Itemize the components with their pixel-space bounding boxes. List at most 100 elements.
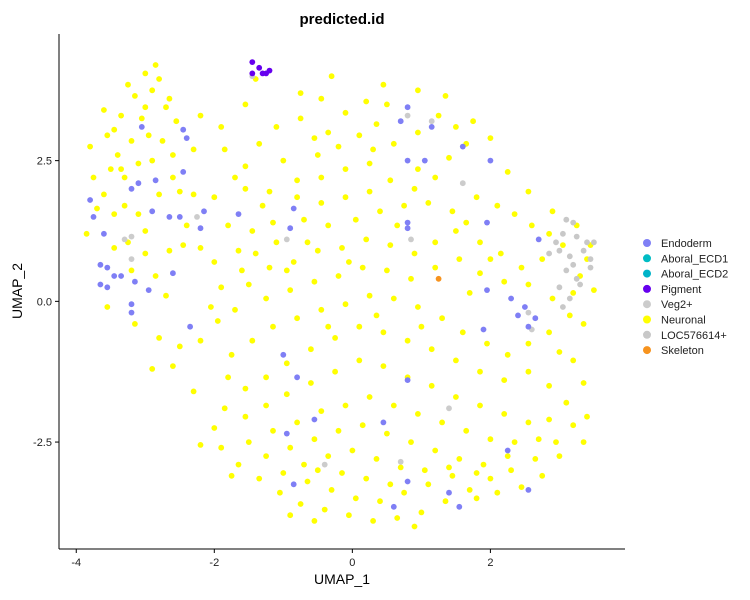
- data-point: [135, 180, 142, 187]
- data-point: [101, 230, 107, 237]
- x-tick-label: -4: [71, 557, 81, 569]
- data-point: [532, 315, 539, 322]
- data-point: [453, 228, 459, 234]
- data-point: [342, 194, 349, 201]
- data-point: [142, 228, 149, 234]
- data-point: [480, 461, 487, 468]
- data-point: [256, 64, 263, 71]
- data-point: [145, 132, 152, 139]
- data-point: [366, 394, 373, 400]
- data-point: [563, 267, 570, 274]
- data-point: [459, 180, 466, 187]
- data-point: [342, 301, 349, 308]
- data-point: [380, 81, 387, 88]
- data-point: [111, 273, 118, 279]
- data-point: [308, 346, 314, 353]
- legend-item: Neuronal: [643, 315, 706, 327]
- data-point: [373, 312, 380, 319]
- data-point: [511, 439, 518, 445]
- data-point: [297, 115, 304, 122]
- data-point: [294, 374, 300, 381]
- data-point: [504, 169, 511, 175]
- data-point: [497, 250, 504, 257]
- data-point: [266, 67, 273, 74]
- data-point: [297, 501, 304, 507]
- data-point: [525, 368, 532, 375]
- data-point: [501, 278, 508, 285]
- data-point: [487, 436, 494, 443]
- data-point: [411, 523, 418, 530]
- data-point: [214, 318, 221, 324]
- data-point: [518, 264, 525, 271]
- data-point: [508, 295, 514, 302]
- data-point: [128, 185, 135, 192]
- data-point: [463, 427, 470, 434]
- data-point: [118, 166, 124, 173]
- data-point: [283, 236, 290, 243]
- data-point: [415, 411, 421, 417]
- data-point: [325, 129, 332, 136]
- data-point: [380, 363, 387, 369]
- legend-label: Aboral_ECD1: [661, 253, 728, 265]
- data-point: [342, 109, 349, 116]
- data-point: [173, 118, 180, 125]
- data-point: [570, 357, 577, 364]
- data-point: [87, 143, 93, 150]
- data-point: [577, 281, 583, 288]
- data-point: [366, 160, 373, 167]
- data-point: [287, 512, 294, 519]
- data-point: [111, 211, 118, 218]
- data-point: [456, 256, 463, 262]
- data-point: [384, 267, 390, 274]
- plot-points: [83, 59, 597, 530]
- data-point: [290, 259, 297, 265]
- data-point: [487, 157, 494, 164]
- data-point: [97, 281, 104, 288]
- x-tick-label: 0: [349, 557, 355, 569]
- data-point: [159, 138, 166, 144]
- data-point: [132, 278, 138, 285]
- data-point: [404, 377, 411, 383]
- data-point: [197, 337, 204, 344]
- data-point: [528, 222, 535, 229]
- data-point: [104, 284, 111, 291]
- data-point: [432, 239, 439, 246]
- data-point: [370, 146, 376, 153]
- data-point: [249, 59, 256, 65]
- data-point: [397, 118, 404, 125]
- data-point: [421, 157, 428, 164]
- data-point: [311, 135, 318, 142]
- data-point: [397, 464, 404, 471]
- data-point: [266, 188, 273, 195]
- y-axis-ticks: -2.5 0.0 2.5: [33, 156, 59, 449]
- data-point: [363, 475, 370, 482]
- data-point: [432, 264, 439, 271]
- legend-item: Pigment: [643, 284, 701, 296]
- data-point: [387, 242, 394, 249]
- data-point: [249, 70, 256, 77]
- data-point: [546, 250, 552, 257]
- x-tick-label: -2: [209, 557, 219, 569]
- data-point: [256, 475, 263, 482]
- data-point: [242, 385, 249, 392]
- data-point: [318, 200, 325, 206]
- data-point: [163, 104, 169, 111]
- data-point: [197, 245, 204, 251]
- data-point: [404, 478, 411, 485]
- data-point: [170, 152, 176, 158]
- data-point: [556, 349, 563, 355]
- data-point: [104, 304, 111, 310]
- data-point: [535, 436, 542, 443]
- legend-label: Pigment: [661, 284, 701, 296]
- data-point: [366, 292, 373, 299]
- data-point: [228, 351, 235, 358]
- data-point: [539, 472, 546, 479]
- data-point: [287, 287, 294, 293]
- data-point: [273, 124, 280, 130]
- data-point: [428, 382, 435, 389]
- data-point: [473, 194, 480, 201]
- data-point: [208, 304, 214, 310]
- data-point: [560, 304, 566, 310]
- data-point: [404, 337, 411, 344]
- data-point: [487, 135, 494, 142]
